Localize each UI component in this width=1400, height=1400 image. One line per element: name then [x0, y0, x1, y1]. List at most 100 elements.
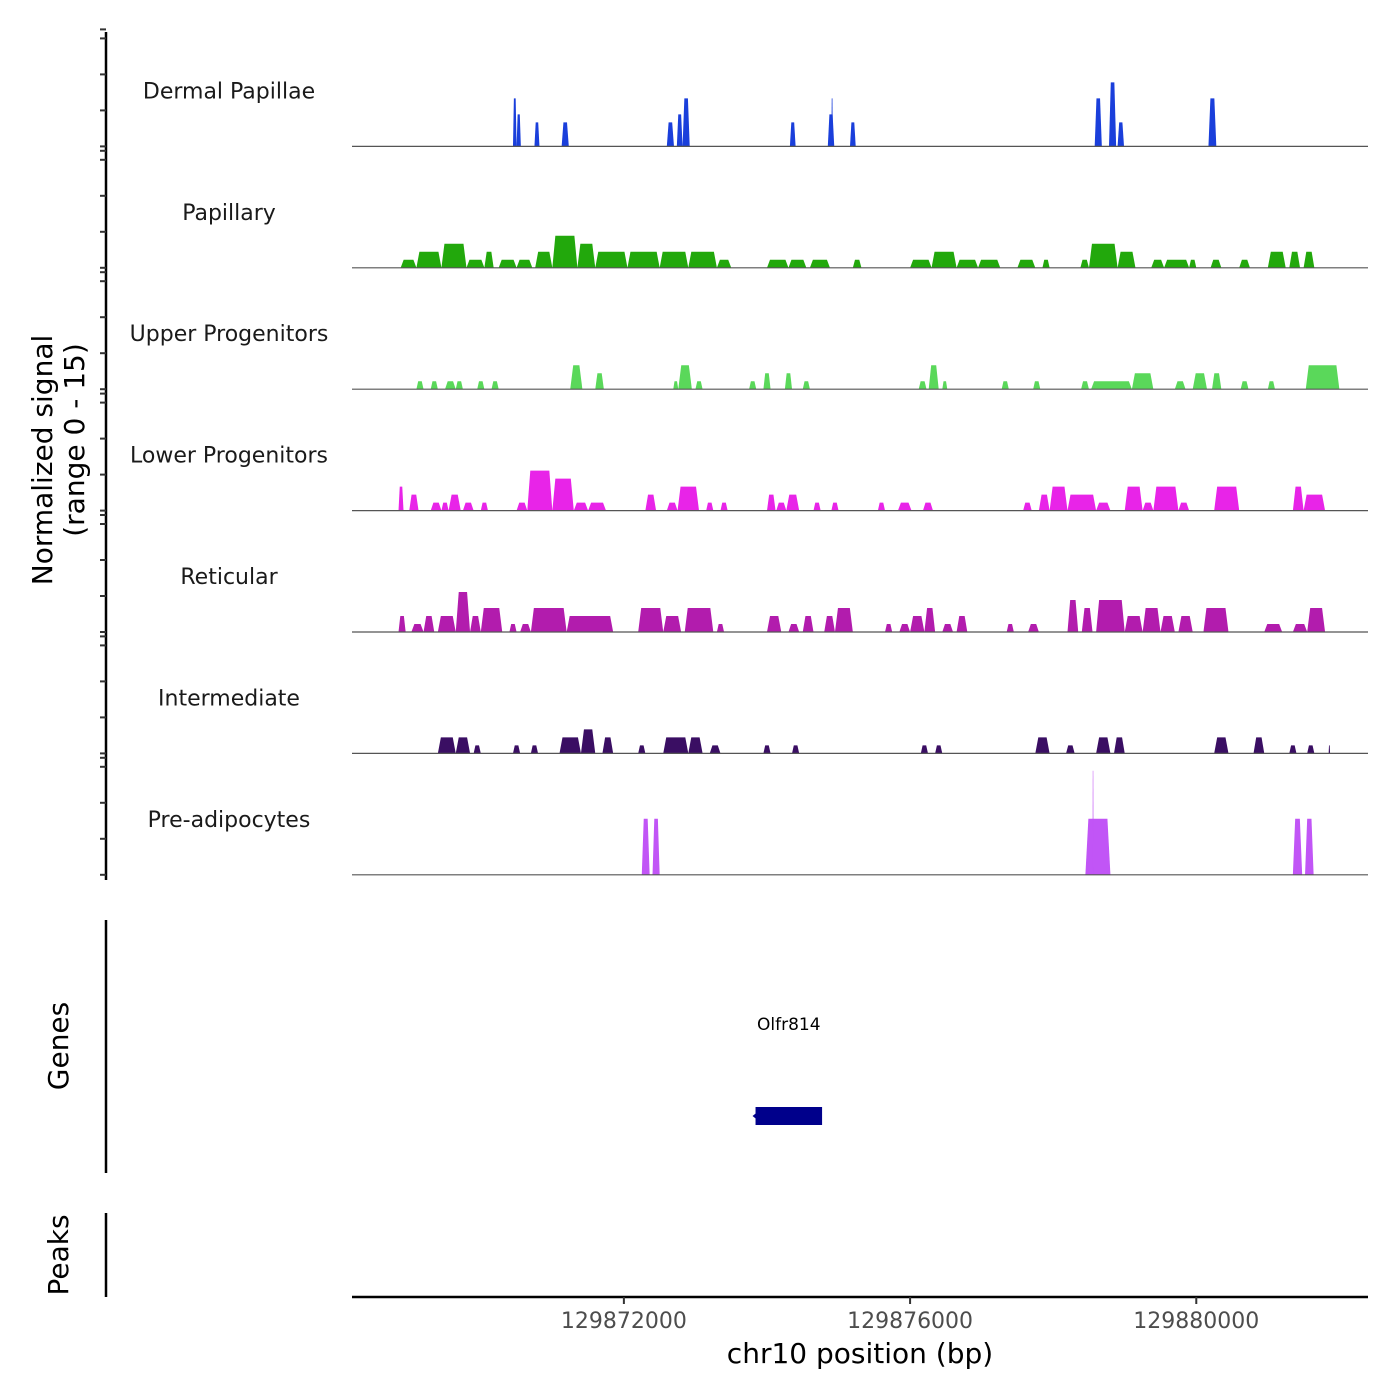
signal-peak [462, 502, 474, 511]
signal-peak [1096, 502, 1111, 511]
gene-body[interactable] [755, 1107, 823, 1125]
signal-peak [437, 616, 456, 632]
signal-peak [530, 745, 539, 754]
track-label: Pre-adipocytes [148, 808, 311, 833]
genes-track: Olfr814 [752, 1015, 823, 1125]
signal-peak [1023, 502, 1032, 511]
signal-peak [688, 737, 703, 754]
signal-peak [1124, 486, 1143, 511]
strand-arrow-icon [752, 1112, 758, 1120]
peaks-track-label: Peaks [42, 1214, 75, 1295]
x-axis-ticks: 129872000 129876000 129880000 [561, 1297, 1259, 1334]
y-axis-title-line1: Normalized signal [26, 335, 59, 586]
signal-peak [1035, 737, 1050, 754]
coverage-tracks: Dermal Papillae Papillary Upper Progenitor… [130, 79, 1368, 876]
signal-peak [788, 624, 800, 632]
signal-peak [910, 259, 932, 268]
signal-peak [877, 502, 886, 511]
signal-peak [720, 502, 728, 511]
signal-peak [480, 608, 503, 632]
signal-peak [1114, 737, 1125, 754]
signal-peak [441, 502, 449, 511]
signal-peak [409, 494, 419, 511]
signal-peak [595, 373, 604, 390]
signal-peak [706, 502, 714, 511]
signal-peak [827, 114, 835, 147]
signal-peak [978, 259, 1001, 268]
signal-peak [1214, 737, 1229, 754]
signal-peak [684, 608, 714, 632]
signal-peak [516, 502, 528, 511]
signal-peak [1033, 381, 1041, 390]
signal-peak [766, 494, 776, 511]
signal-peak [602, 737, 614, 754]
signal-peak [1189, 259, 1197, 268]
signal-peak [455, 592, 471, 632]
signal-peak [1151, 259, 1165, 268]
signal-peak [766, 616, 782, 632]
signal-peak [1253, 737, 1265, 754]
signal-peak [1117, 122, 1125, 147]
gene-label: Olfr814 [757, 1015, 821, 1035]
signal-peak [1178, 502, 1190, 511]
signal-peak [1028, 624, 1039, 632]
signal-peak [509, 624, 517, 632]
signal-peak [588, 502, 606, 511]
signal-peak [448, 494, 461, 511]
track-label: Upper Progenitors [130, 322, 329, 347]
signal-peak [566, 616, 614, 632]
signal-peak [398, 616, 406, 632]
signal-peak [516, 259, 533, 268]
signal-peak [666, 502, 678, 511]
signal-peak [570, 365, 583, 390]
signal-peak [1080, 259, 1089, 268]
signal-peak [430, 502, 442, 511]
signal-peak [956, 616, 968, 632]
signal-peak [1131, 373, 1154, 390]
signal-peak [1108, 82, 1117, 147]
signal-peak [1088, 243, 1118, 268]
signal-peak [398, 486, 404, 511]
signal-peak [897, 502, 912, 511]
signal-peak [852, 259, 862, 268]
signal-peak [627, 251, 660, 268]
signal-peak [652, 818, 660, 875]
signal-peak [1289, 745, 1297, 754]
signal-peak [552, 235, 578, 268]
signal-peak [638, 608, 664, 632]
signal-peak [1096, 600, 1125, 632]
signal-peak [484, 251, 494, 268]
signal-peak [1210, 259, 1222, 268]
signal-peak [802, 381, 810, 390]
signal-peak [416, 381, 424, 390]
signal-peak [561, 122, 569, 147]
signal-peak [1292, 624, 1308, 632]
signal-peak [1240, 381, 1249, 390]
signal-peak [1208, 98, 1217, 147]
signal-peak [682, 98, 690, 147]
signal-peak [480, 502, 488, 511]
signal-peak [931, 251, 957, 268]
signal-peak [416, 251, 442, 268]
signal-peak [1042, 259, 1050, 268]
signal-peak [577, 243, 596, 268]
signal-peak [466, 259, 485, 268]
signal-peak [645, 494, 657, 511]
signal-peak [512, 745, 521, 754]
signal-peak [638, 745, 646, 754]
signal-peak [1328, 745, 1331, 754]
track-pre-adipocytes: Pre-adipocytes [148, 770, 1368, 876]
signal-peak [935, 745, 943, 754]
signal-peak [1292, 818, 1303, 875]
signal-peak [1066, 745, 1075, 754]
signal-peak [455, 381, 463, 390]
signal-peak [910, 616, 925, 632]
signal-peak [573, 502, 589, 511]
signal-peak [663, 737, 689, 754]
track-papillary: Papillary [182, 201, 1368, 269]
signal-peak [928, 365, 939, 390]
signal-peak [1001, 381, 1009, 390]
signal-peak [788, 259, 807, 268]
signal-peak [1178, 616, 1193, 632]
